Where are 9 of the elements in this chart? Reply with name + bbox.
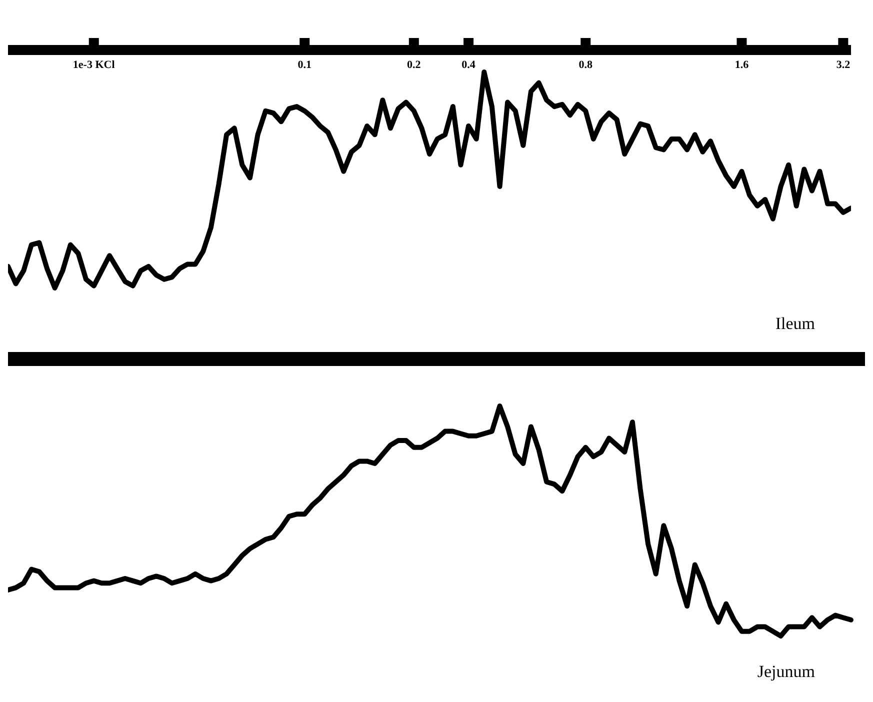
text: Jejunum <box>757 662 815 682</box>
text: Ileum <box>775 314 815 334</box>
x-tick-label: 1.6 <box>734 59 750 71</box>
x-tick-label: 0.1 <box>298 59 312 71</box>
x-tick-label: 3.2 <box>836 59 851 71</box>
x-tick-label: 0.2 <box>407 59 422 71</box>
x-tick-label: 0.8 <box>578 59 593 71</box>
x-tick-label: 0.4 <box>462 59 476 71</box>
x-tick-label: 1e-3 KCl <box>72 59 115 71</box>
